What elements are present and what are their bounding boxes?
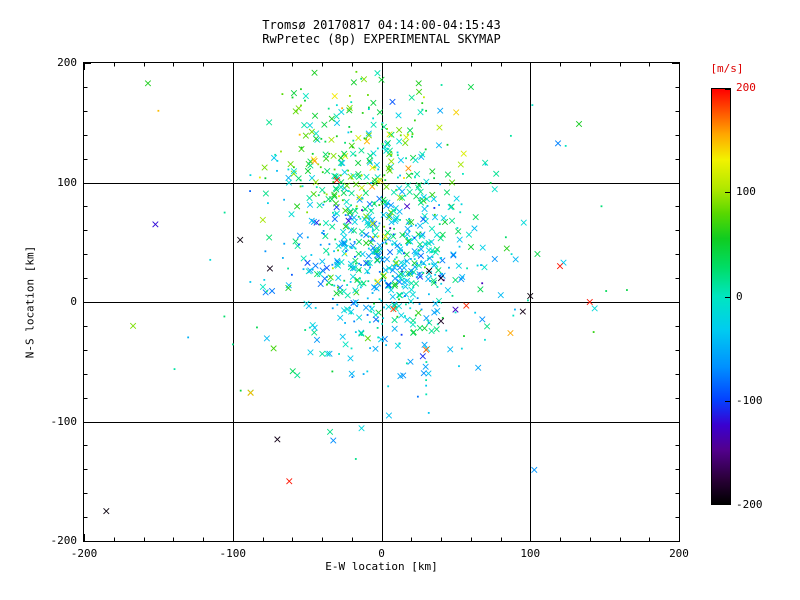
- colorbar-tick-label: 100: [736, 185, 756, 199]
- x-tick-label: -200: [70, 547, 98, 560]
- colorbar-tick-mark: [725, 401, 730, 402]
- x-axis-label: E-W location [km]: [325, 560, 438, 573]
- colorbar-tick-label: -100: [736, 393, 763, 407]
- colorbar-tick-mark: [725, 192, 730, 193]
- colorbar-unit-label: [m/s]: [710, 62, 744, 75]
- x-tick-label: -100: [219, 547, 247, 560]
- plot-subtitle: RwPretec (8p) EXPERIMENTAL SKYMAP: [262, 32, 501, 46]
- y-tick-label: -200: [50, 534, 78, 547]
- colorbar-tick-label: -200: [736, 498, 763, 511]
- colorbar-tick-mark: [725, 297, 730, 298]
- y-tick-label: 0: [70, 295, 77, 308]
- colorbar-tick-label: 200: [736, 81, 756, 94]
- colorbar-tick-mark: [725, 89, 730, 90]
- x-tick-label: 0: [378, 547, 385, 560]
- plot-title: Tromsø 20170817 04:14:00-04:15:43: [262, 18, 501, 32]
- scatter-canvas: [84, 63, 679, 541]
- plot-frame: [83, 62, 680, 542]
- colorbar-tick-label: 0: [736, 289, 743, 303]
- y-tick-label: -100: [50, 414, 78, 428]
- y-tick-label: 100: [57, 175, 77, 189]
- colorbar-tick-mark: [725, 503, 730, 504]
- y-tick-label: 200: [57, 56, 77, 69]
- x-tick-label: 200: [669, 547, 689, 560]
- x-tick-label: 100: [520, 547, 541, 560]
